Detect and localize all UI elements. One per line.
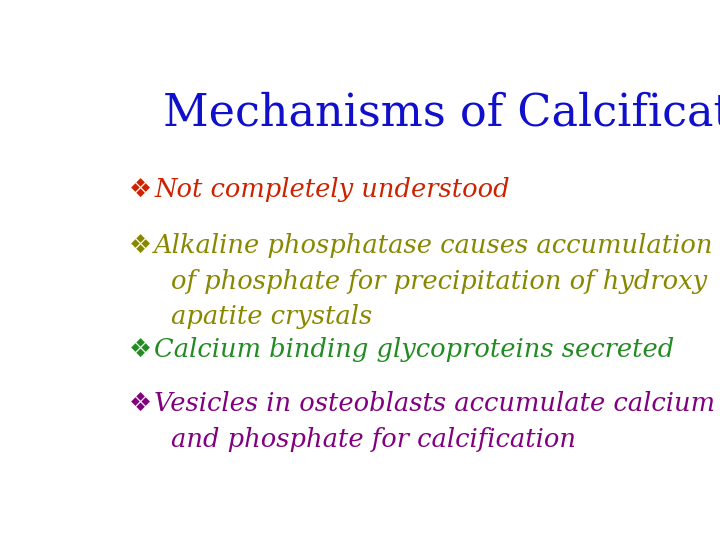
Text: Calcium binding glycoproteins secreted: Calcium binding glycoproteins secreted xyxy=(154,337,675,362)
Text: Vesicles in osteoblasts accumulate calcium: Vesicles in osteoblasts accumulate calci… xyxy=(154,391,715,416)
Text: ❖: ❖ xyxy=(129,177,152,203)
Text: Mechanisms of Calcification: Mechanisms of Calcification xyxy=(163,91,720,134)
Text: and phosphate for calcification: and phosphate for calcification xyxy=(171,427,576,451)
Text: Not completely understood: Not completely understood xyxy=(154,177,510,202)
Text: ❖: ❖ xyxy=(129,233,152,259)
Text: of phosphate for precipitation of hydroxy: of phosphate for precipitation of hydrox… xyxy=(171,268,707,294)
Text: ❖: ❖ xyxy=(129,337,152,363)
Text: ❖: ❖ xyxy=(129,391,152,417)
Text: apatite crystals: apatite crystals xyxy=(171,304,372,329)
Text: Alkaline phosphatase causes accumulation: Alkaline phosphatase causes accumulation xyxy=(154,233,714,258)
